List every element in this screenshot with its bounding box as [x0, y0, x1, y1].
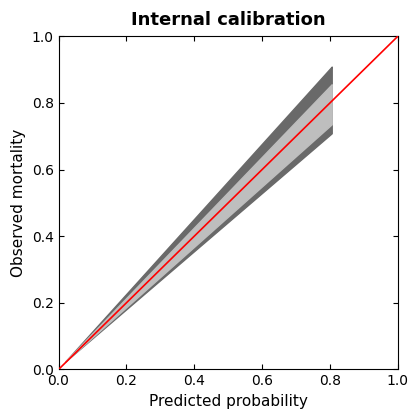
- Y-axis label: Observed mortality: Observed mortality: [11, 129, 26, 277]
- X-axis label: Predicted probability: Predicted probability: [149, 394, 307, 409]
- Title: Internal calibration: Internal calibration: [131, 11, 326, 29]
